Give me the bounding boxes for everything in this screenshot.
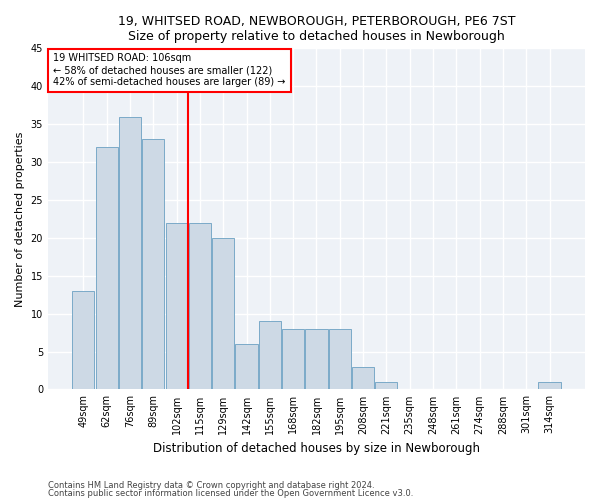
Bar [166,222,188,390]
Bar [189,222,211,390]
Text: Contains HM Land Registry data © Crown copyright and database right 2024.: Contains HM Land Registry data © Crown c… [48,480,374,490]
Bar [376,382,397,390]
Bar [212,238,235,390]
Bar [142,140,164,390]
X-axis label: Distribution of detached houses by size in Newborough: Distribution of detached houses by size … [153,442,480,455]
Text: Contains public sector information licensed under the Open Government Licence v3: Contains public sector information licen… [48,489,413,498]
Bar [282,329,304,390]
Bar [119,116,141,390]
Bar [538,382,560,390]
Text: 19 WHITSED ROAD: 106sqm
← 58% of detached houses are smaller (122)
42% of semi-d: 19 WHITSED ROAD: 106sqm ← 58% of detache… [53,54,286,86]
Bar [329,329,351,390]
Bar [259,321,281,390]
Y-axis label: Number of detached properties: Number of detached properties [15,131,25,306]
Bar [305,329,328,390]
Bar [73,291,94,390]
Title: 19, WHITSED ROAD, NEWBOROUGH, PETERBOROUGH, PE6 7ST
Size of property relative to: 19, WHITSED ROAD, NEWBOROUGH, PETERBOROU… [118,15,515,43]
Bar [95,147,118,390]
Bar [352,366,374,390]
Bar [235,344,257,390]
